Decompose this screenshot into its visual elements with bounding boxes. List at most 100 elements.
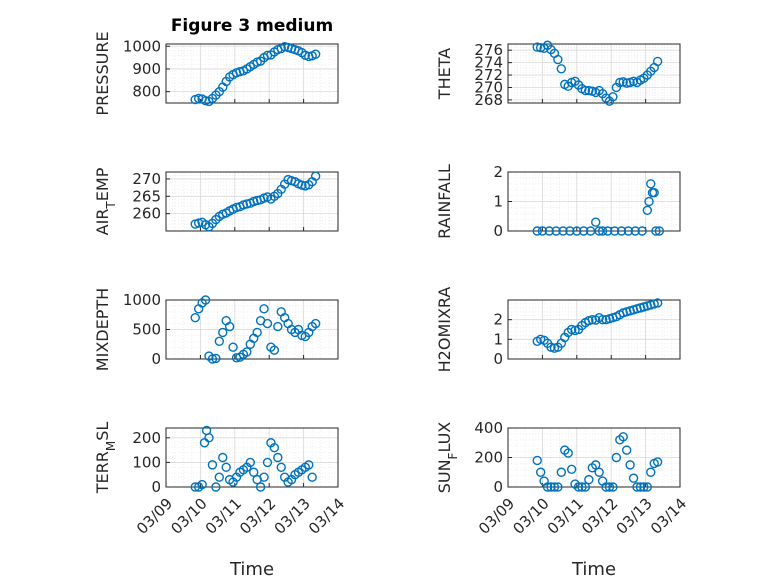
data-point	[580, 482, 591, 492]
y-tick-label: 270	[474, 78, 503, 96]
axes-box	[507, 43, 681, 104]
data-point	[207, 460, 218, 470]
data-point	[591, 460, 601, 470]
data-point	[563, 448, 573, 458]
y-tick-label: 265	[132, 187, 161, 205]
data-point	[556, 467, 567, 477]
x-axis-label-right: Time	[571, 559, 616, 580]
y-tick-label: 0	[493, 350, 503, 368]
data-point	[553, 482, 563, 492]
data-point	[566, 464, 577, 474]
subplot-mixdepth: 0 500 1000 MIXDEPTH	[93, 288, 339, 371]
y-axis-label-pressure: PRESSURE	[93, 31, 112, 115]
series-theta	[532, 40, 663, 106]
y-tick-label: 270	[132, 170, 161, 188]
x-tick-label: 03/13	[613, 495, 656, 538]
x-tick-label: 03/09	[133, 495, 176, 538]
series-pressure	[190, 42, 321, 107]
data-point	[628, 473, 639, 483]
data-point	[197, 479, 207, 490]
x-tick-label: 03/12	[236, 495, 279, 538]
data-point	[307, 472, 317, 482]
data-point	[200, 295, 211, 305]
y-tick-label: 500	[132, 321, 161, 339]
data-point	[551, 226, 561, 236]
data-point	[273, 452, 283, 463]
data-point	[630, 226, 640, 236]
data-point	[218, 327, 228, 338]
data-point	[646, 179, 656, 189]
y-axis-label-sun-flux: SUNFLUX	[435, 422, 460, 494]
data-point	[591, 217, 601, 227]
x-tick-label: 03/14	[647, 495, 690, 538]
axes-box	[165, 427, 339, 488]
y-axis-label-rainfall: RAINFALL	[435, 164, 454, 239]
data-point	[204, 433, 214, 443]
series-terr-msl	[190, 425, 317, 492]
y-tick-label: 276	[474, 41, 503, 59]
y-tick-label: 100	[132, 453, 161, 471]
x-axis-label-left: Time	[229, 559, 274, 580]
data-point	[297, 180, 307, 190]
data-point	[608, 92, 618, 102]
data-point	[207, 354, 218, 364]
data-point	[611, 452, 622, 463]
data-point	[652, 457, 663, 467]
y-axis-label-theta: THETA	[435, 48, 454, 100]
axes-box	[165, 171, 339, 232]
data-point	[259, 304, 269, 314]
data-point	[262, 318, 273, 329]
data-point	[262, 457, 273, 468]
data-point	[584, 474, 594, 485]
data-point	[190, 313, 200, 323]
data-point	[532, 455, 542, 466]
data-point	[211, 482, 221, 492]
data-point	[652, 298, 663, 308]
x-tick-label: 03/14	[305, 495, 348, 538]
data-point	[304, 460, 314, 470]
axes-box	[165, 299, 339, 360]
y-axis-label-mixdepth: MIXDEPTH	[93, 288, 112, 371]
y-tick-label: 1	[493, 193, 503, 211]
data-point	[651, 226, 661, 236]
data-point	[532, 42, 542, 52]
data-point	[604, 482, 615, 492]
series-h2omixra	[532, 298, 663, 353]
data-point	[623, 226, 634, 236]
y-tick-label: 274	[474, 54, 503, 72]
data-point	[535, 467, 546, 477]
axes-box	[507, 299, 681, 360]
y-tick-label: 268	[474, 91, 503, 109]
data-point	[245, 457, 255, 468]
subplot-rainfall: 0 1 2 RAINFALL	[435, 163, 681, 240]
data-point	[199, 438, 210, 448]
y-tick-label: 800	[132, 83, 161, 101]
data-point	[616, 226, 627, 236]
data-point	[603, 226, 613, 236]
data-point	[273, 321, 283, 332]
y-axis-label-terr-msl: TERRMSL	[93, 422, 118, 495]
series-air-temp	[190, 171, 321, 232]
data-point	[532, 226, 542, 236]
data-point	[608, 482, 618, 492]
y-axis-label-h2omixra: H2OMIXRA	[435, 287, 454, 373]
data-point	[635, 482, 646, 492]
data-point	[618, 432, 628, 442]
data-point	[649, 187, 659, 198]
data-point	[279, 42, 290, 52]
y-tick-label: 260	[132, 205, 161, 223]
y-tick-label: 1000	[123, 37, 161, 55]
data-point	[269, 345, 280, 355]
data-point	[584, 85, 594, 96]
data-point	[644, 196, 654, 207]
data-point	[580, 85, 591, 96]
x-tick-label: 03/13	[271, 495, 314, 538]
data-point	[621, 78, 632, 88]
data-point	[252, 327, 262, 338]
data-point	[310, 49, 321, 59]
x-tick-label: 03/11	[544, 495, 587, 538]
y-tick-label: 1	[493, 330, 503, 348]
